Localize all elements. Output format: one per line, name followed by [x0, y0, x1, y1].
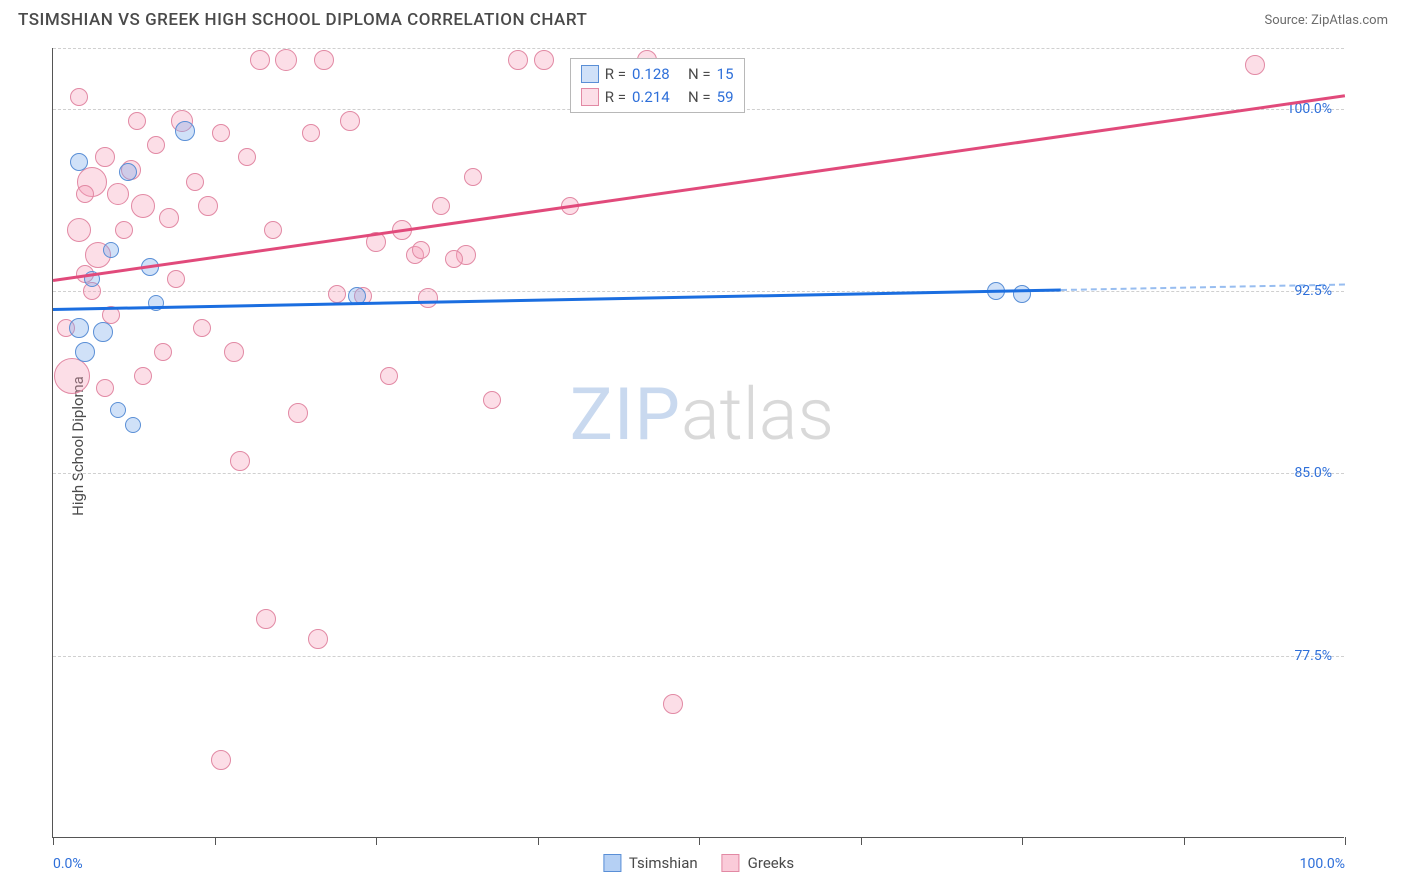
data-point: [328, 285, 346, 303]
data-point: [302, 124, 320, 142]
data-point: [93, 322, 113, 342]
data-point: [154, 343, 172, 361]
data-point: [250, 50, 270, 70]
data-point: [663, 694, 683, 714]
data-point: [264, 221, 282, 239]
correlation-legend-row: R =0.214N =59: [581, 86, 734, 109]
data-point: [167, 270, 185, 288]
x-tick: [538, 837, 539, 845]
watermark: ZIPatlas: [570, 372, 834, 457]
data-point: [147, 136, 165, 154]
data-point: [148, 295, 164, 311]
data-point: [418, 288, 438, 308]
data-point: [224, 342, 244, 362]
data-point: [54, 358, 90, 394]
data-point: [198, 196, 218, 216]
series-legend-item: Greeks: [722, 854, 794, 872]
data-point: [76, 185, 94, 203]
x-tick: [376, 837, 377, 845]
gridline: [53, 291, 1344, 292]
source-label: Source: ZipAtlas.com: [1264, 13, 1388, 28]
chart-title: TSIMSHIAN VS GREEK HIGH SCHOOL DIPLOMA C…: [18, 10, 587, 30]
data-point: [1013, 285, 1031, 303]
x-tick-label: 100.0%: [1300, 856, 1345, 872]
series-legend-item: Tsimshian: [603, 854, 698, 872]
x-tick: [53, 837, 54, 845]
y-tick-label: 77.5%: [1294, 648, 1332, 664]
data-point: [110, 402, 126, 418]
data-point: [125, 417, 141, 433]
data-point: [70, 88, 88, 106]
data-point: [103, 242, 119, 258]
data-point: [95, 147, 115, 167]
series-legend: Tsimshian Greeks: [603, 854, 794, 872]
x-tick: [1345, 837, 1346, 845]
data-point: [96, 379, 114, 397]
data-point: [1245, 55, 1265, 75]
legend-swatch: [581, 88, 599, 106]
x-tick: [1022, 837, 1023, 845]
legend-swatch: [581, 65, 599, 83]
data-point: [128, 112, 146, 130]
data-point: [308, 629, 328, 649]
data-point: [186, 173, 204, 191]
data-point: [131, 194, 155, 218]
correlation-legend-row: R =0.128N =15: [581, 63, 734, 86]
chart-plot-area: ZIPatlas 77.5%85.0%92.5%100.0%0.0%100.0%…: [52, 48, 1344, 838]
data-point: [175, 121, 195, 141]
gridline: [53, 48, 1344, 49]
x-tick: [215, 837, 216, 845]
data-point: [380, 367, 398, 385]
watermark-atlas: atlas: [681, 372, 834, 457]
data-point: [67, 218, 91, 242]
data-point: [211, 750, 231, 770]
x-tick: [699, 837, 700, 845]
data-point: [483, 391, 501, 409]
data-point: [69, 318, 89, 338]
data-point: [193, 319, 211, 337]
correlation-legend: R =0.128N =15R =0.214N =59: [570, 58, 745, 113]
data-point: [230, 451, 250, 471]
x-tick-label: 0.0%: [53, 856, 83, 872]
data-point: [412, 241, 430, 259]
data-point: [275, 49, 297, 71]
x-tick: [1184, 837, 1185, 845]
y-tick-label: 85.0%: [1294, 465, 1332, 481]
data-point: [119, 163, 137, 181]
data-point: [314, 50, 334, 70]
data-point: [445, 250, 463, 268]
data-point: [432, 197, 450, 215]
data-point: [534, 50, 554, 70]
legend-swatch: [722, 854, 740, 872]
gridline: [53, 473, 1344, 474]
data-point: [134, 367, 152, 385]
chart-header: TSIMSHIAN VS GREEK HIGH SCHOOL DIPLOMA C…: [0, 0, 1406, 38]
data-point: [508, 50, 528, 70]
x-tick: [861, 837, 862, 845]
data-point: [288, 403, 308, 423]
trend-line: [53, 94, 1345, 281]
data-point: [464, 168, 482, 186]
watermark-zip: ZIP: [570, 372, 681, 457]
data-point: [238, 148, 256, 166]
data-point: [107, 183, 129, 205]
data-point: [212, 124, 230, 142]
data-point: [75, 342, 95, 362]
data-point: [115, 221, 133, 239]
legend-swatch: [603, 854, 621, 872]
data-point: [70, 153, 88, 171]
data-point: [256, 609, 276, 629]
data-point: [159, 208, 179, 228]
gridline: [53, 656, 1344, 657]
data-point: [340, 111, 360, 131]
